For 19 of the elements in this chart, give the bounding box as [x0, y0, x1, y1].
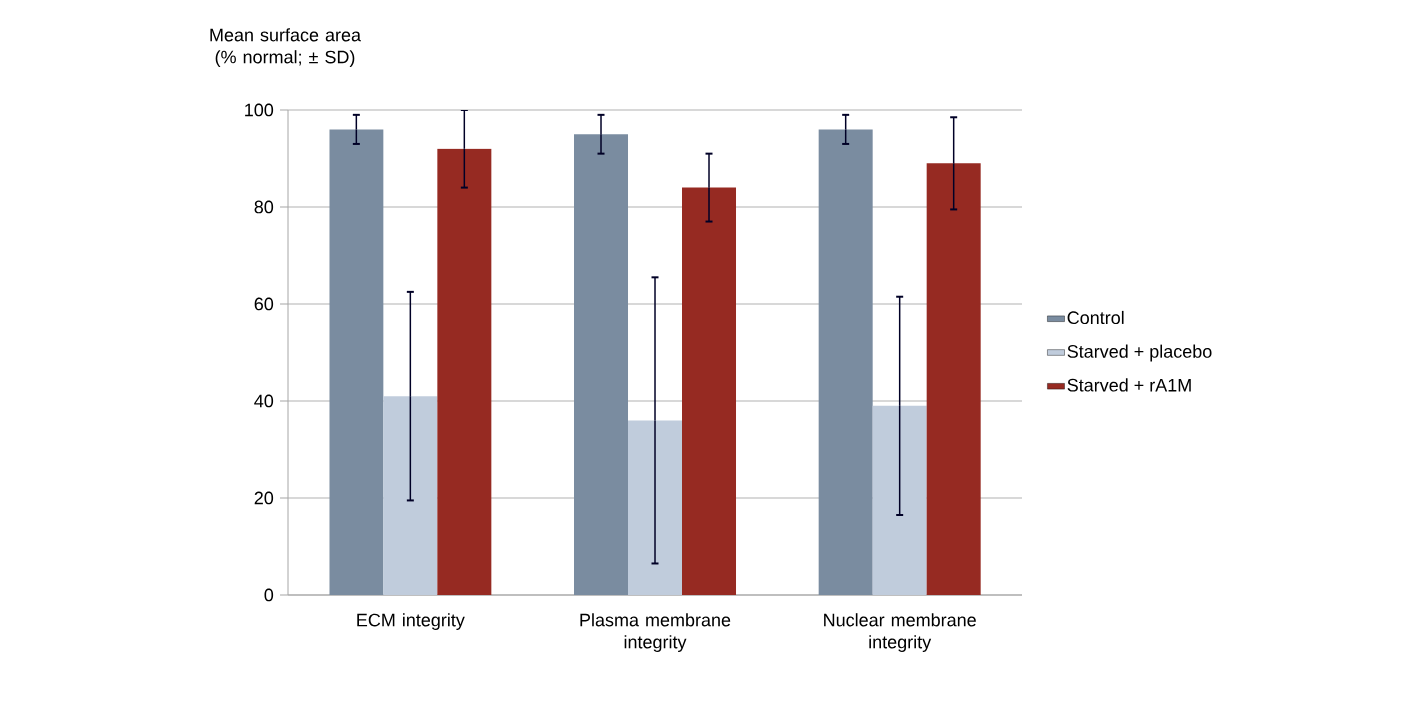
y-tick-label: 80: [254, 200, 274, 214]
legend-label: Starved + rA1M: [1067, 378, 1191, 392]
x-tick-label: Plasma membrane integrity: [580, 613, 731, 652]
y-tick-label: 0: [264, 588, 274, 602]
bar: [926, 163, 981, 595]
bar: [818, 129, 873, 595]
bar: [682, 187, 737, 595]
y-tick-label: 100: [245, 103, 274, 117]
legend-label: Starved + placebo: [1067, 344, 1212, 362]
bar: [329, 129, 384, 595]
y-tick-label: 40: [254, 394, 274, 408]
bar: [437, 148, 492, 595]
y-tick-label: 20: [254, 491, 274, 505]
x-tick-label: ECM integrity: [357, 613, 465, 630]
legend-label: Control: [1067, 310, 1124, 325]
y-tick-label: 60: [254, 297, 274, 311]
y-axis-title: Mean surface area (% normal; ± SD): [210, 28, 362, 67]
bar: [574, 134, 629, 595]
x-tick-label: Nuclear membrane integrity: [824, 613, 976, 652]
